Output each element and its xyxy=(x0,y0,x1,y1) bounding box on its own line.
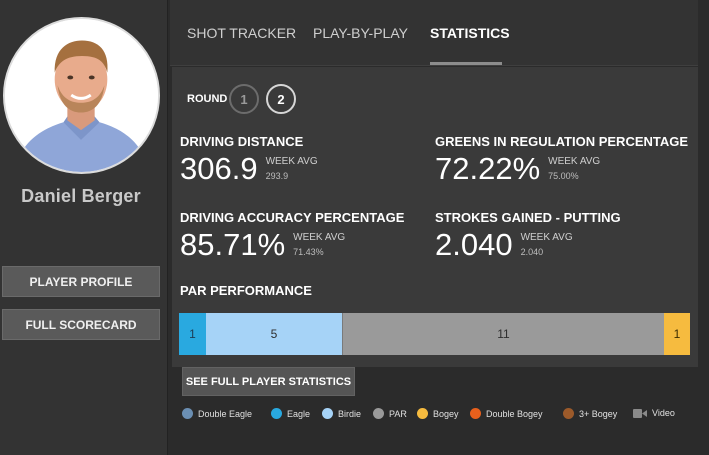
video-camera-icon xyxy=(633,408,647,418)
week-avg-value: 2.040 xyxy=(520,247,544,257)
stat-title: GREENS IN REGULATION PERCENTAGE xyxy=(435,134,689,149)
bogey-dot-icon xyxy=(417,408,428,419)
legend-item: Double Bogey xyxy=(470,408,543,419)
triple-bogey-dot-icon xyxy=(563,408,574,419)
tab-statistics[interactable]: STATISTICS xyxy=(430,25,510,41)
round-1-button[interactable]: 1 xyxy=(229,84,259,114)
statistics-panel: SHOT TRACKER PLAY-BY-PLAY STATISTICS ROU… xyxy=(170,0,709,455)
see-full-player-statistics-button[interactable]: SEE FULL PLAYER STATISTICS xyxy=(182,367,355,396)
stat-title: DRIVING ACCURACY PERCENTAGE xyxy=(180,210,405,225)
par-segment-bogey: 1 xyxy=(664,313,690,355)
week-avg-label: WEEK AVG xyxy=(265,156,318,167)
active-tab-indicator xyxy=(430,62,502,65)
stat-value: 85.71% xyxy=(180,227,286,262)
week-avg-label: WEEK AVG xyxy=(548,156,601,167)
par-performance-bar: 1 5 11 1 xyxy=(179,313,690,355)
tab-bar: SHOT TRACKER PLAY-BY-PLAY STATISTICS xyxy=(170,0,698,66)
week-avg-value: 71.43% xyxy=(293,247,324,257)
stat-driving-distance: DRIVING DISTANCE 306.9 WEEK AVG 293.9 xyxy=(180,134,318,184)
legend-item: Double Eagle xyxy=(182,408,252,419)
week-avg-label: WEEK AVG xyxy=(520,232,573,243)
stat-value: 72.22% xyxy=(435,151,541,186)
stat-value: 2.040 xyxy=(435,227,513,262)
legend-label: Eagle xyxy=(287,408,311,419)
stat-value: 306.9 xyxy=(180,151,258,186)
tab-play-by-play[interactable]: PLAY-BY-PLAY xyxy=(313,25,408,41)
legend-item: Video xyxy=(633,408,675,418)
tab-shot-tracker[interactable]: SHOT TRACKER xyxy=(187,25,297,41)
round-label: ROUND xyxy=(187,93,228,105)
birdie-dot-icon xyxy=(322,408,333,419)
eagle-dot-icon xyxy=(271,408,282,419)
legend-item: Bogey xyxy=(417,408,459,419)
player-portrait-icon xyxy=(5,19,158,172)
legend-item: Eagle xyxy=(271,408,310,419)
week-avg-label: WEEK AVG xyxy=(293,232,346,243)
legend-label: Video xyxy=(652,408,675,418)
stat-greens-in-regulation: GREENS IN REGULATION PERCENTAGE 72.22% W… xyxy=(435,134,688,184)
week-avg-value: 75.00% xyxy=(548,171,579,181)
stat-driving-accuracy: DRIVING ACCURACY PERCENTAGE 85.71% WEEK … xyxy=(180,210,404,260)
legend-label: Double Bogey xyxy=(486,408,543,419)
legend: Double Eagle Eagle Birdie PAR Bogey Doub… xyxy=(182,408,702,424)
player-name: Daniel Berger xyxy=(21,186,141,206)
stat-title: STROKES GAINED - PUTTING xyxy=(435,210,621,225)
legend-item: 3+ Bogey xyxy=(563,408,617,419)
legend-label: Double Eagle xyxy=(198,408,253,419)
par-performance-title: PAR PERFORMANCE xyxy=(180,283,312,298)
par-dot-icon xyxy=(373,408,384,419)
full-scorecard-button[interactable]: FULL SCORECARD xyxy=(2,309,160,340)
legend-item: PAR xyxy=(373,408,407,419)
statistics-content: ROUND 1 2 DRIVING DISTANCE 306.9 WEEK AV… xyxy=(172,67,698,367)
double-bogey-dot-icon xyxy=(470,408,481,419)
player-photo xyxy=(3,17,160,174)
round-2-button[interactable]: 2 xyxy=(266,84,296,114)
legend-label: Birdie xyxy=(338,408,362,419)
player-profile-button[interactable]: PLAYER PROFILE xyxy=(2,266,160,297)
stat-strokes-gained-putting: STROKES GAINED - PUTTING 2.040 WEEK AVG … xyxy=(435,210,621,260)
week-avg-value: 293.9 xyxy=(265,171,289,181)
stat-title: DRIVING DISTANCE xyxy=(180,134,304,149)
legend-label: 3+ Bogey xyxy=(579,408,618,419)
legend-label: Bogey xyxy=(433,408,459,419)
legend-label: PAR xyxy=(389,408,407,419)
player-panel: Daniel Berger PLAYER PROFILE FULL SCOREC… xyxy=(0,0,168,455)
double-eagle-dot-icon xyxy=(182,408,193,419)
par-segment-par: 11 xyxy=(342,313,664,355)
par-segment-birdie: 5 xyxy=(206,313,342,355)
par-segment-eagle: 1 xyxy=(179,313,206,355)
legend-item: Birdie xyxy=(322,408,361,419)
